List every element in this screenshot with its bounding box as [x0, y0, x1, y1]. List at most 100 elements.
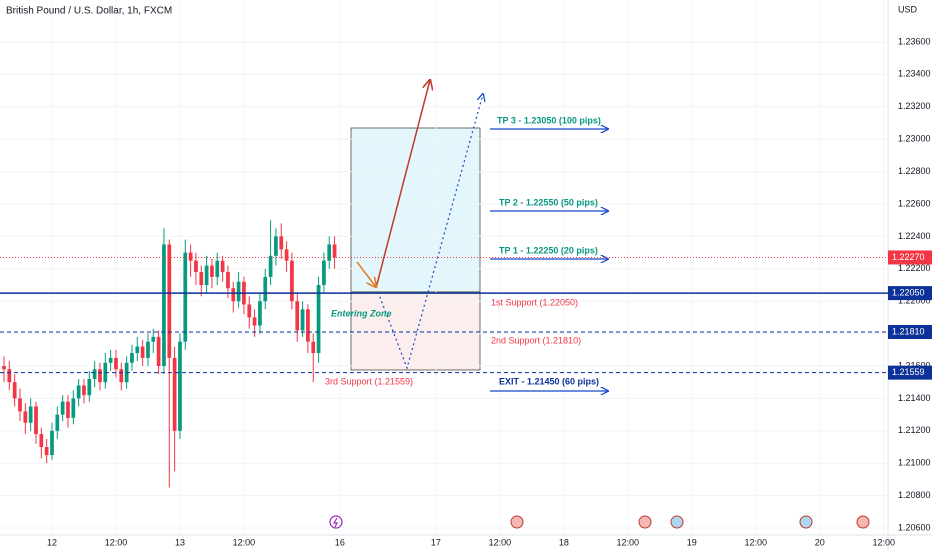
stop-zone [350, 291, 481, 371]
y-tick-label: 1.23600 [898, 36, 931, 46]
event-icon[interactable] [856, 515, 870, 529]
price-tag [888, 365, 932, 380]
candle-body [44, 447, 49, 456]
axis-unit: USD [898, 4, 918, 14]
candle-body [87, 378, 92, 396]
y-tick-label: 1.23400 [898, 69, 931, 79]
candle-body [156, 336, 161, 367]
candle-body [55, 414, 60, 431]
annotation: TP 1 - 1.22250 (20 pips) [499, 245, 598, 255]
candle-body [231, 288, 236, 302]
x-tick-label: 12:00 [872, 537, 895, 547]
candle-body [66, 401, 70, 418]
y-tick-label: 1.21200 [898, 425, 931, 435]
event-icon[interactable] [670, 515, 684, 529]
y-tick-label: 1.22200 [898, 263, 931, 273]
candle-body [151, 336, 156, 342]
x-tick-label: 12:00 [233, 537, 256, 547]
x-tick-label: 12 [47, 537, 57, 547]
y-tick-label: 1.22000 [898, 296, 931, 306]
candle-body [300, 309, 305, 331]
candle-body [82, 385, 86, 396]
candle-body [274, 236, 278, 256]
candle-body [18, 398, 22, 412]
candle-body [76, 385, 81, 399]
candle-body [178, 341, 182, 431]
annotation: Entering Zone [331, 308, 392, 318]
x-tick-label: 19 [687, 537, 697, 547]
price-tag-label: 1.22270 [892, 252, 925, 262]
candle-body [140, 346, 145, 358]
up-arrow [375, 80, 430, 289]
event-icon [332, 517, 338, 528]
price-tag-label: 1.21559 [892, 367, 925, 377]
candle-body [311, 341, 316, 354]
candle-body [92, 369, 97, 379]
y-tick-label: 1.21400 [898, 393, 931, 403]
candle-body [258, 301, 262, 326]
y-tick-label: 1.23000 [898, 134, 931, 144]
candle-body [2, 366, 6, 370]
x-tick-label: 16 [335, 537, 345, 547]
annotation: TP 2 - 1.22550 (50 pips) [499, 197, 598, 207]
candle-body [7, 369, 12, 383]
candle-body [247, 304, 252, 318]
candle-body [60, 401, 65, 415]
event-icon[interactable] [329, 515, 343, 529]
candle-body [162, 244, 166, 367]
candle-body [263, 276, 268, 302]
annotation: EXIT - 1.21450 (60 pips) [499, 376, 599, 386]
candle-body [50, 430, 54, 456]
candle-body [284, 249, 289, 261]
price-tag-label: 1.22050 [892, 287, 925, 297]
candle-body [210, 265, 214, 277]
candle-body [215, 260, 220, 277]
candles [2, 220, 337, 488]
candle-body [188, 252, 193, 261]
candle-body [135, 346, 140, 354]
candle-body [39, 434, 44, 448]
candle-body [119, 369, 124, 383]
candle-body [146, 341, 150, 358]
annotation: 1st Support (1.22050) [491, 297, 578, 307]
candle-body [295, 301, 300, 331]
candle-body [183, 252, 188, 342]
price-tag [888, 324, 932, 339]
candle-body [279, 236, 284, 250]
candle-body [268, 255, 273, 277]
candle-body [327, 244, 332, 261]
x-tick-label: 12:00 [745, 537, 768, 547]
candle-body [290, 260, 294, 302]
target-zone [350, 127, 481, 293]
candle-body [130, 353, 134, 363]
candle-body [28, 406, 33, 423]
candle-body [204, 265, 209, 285]
event-icon[interactable] [510, 515, 524, 529]
plot-area [0, 0, 888, 535]
y-tick-label: 1.20600 [898, 522, 931, 532]
candle-body [12, 382, 17, 399]
price-tag [888, 250, 932, 265]
x-tick-label: 13 [175, 537, 185, 547]
price-tag [888, 286, 932, 301]
candle-body [252, 317, 257, 326]
candle-body [23, 411, 28, 423]
y-tick-label: 1.21000 [898, 458, 931, 468]
event-icon[interactable] [799, 515, 813, 529]
y-tick-label: 1.20800 [898, 490, 931, 500]
price-tag-label: 1.21810 [892, 326, 925, 336]
candle-body [316, 284, 321, 354]
y-tick-label: 1.22400 [898, 231, 931, 241]
alt-path [377, 94, 483, 370]
x-tick-label: 18 [559, 537, 569, 547]
candle-body [236, 281, 241, 302]
candle-body [34, 406, 38, 435]
candle-body [220, 260, 225, 273]
y-tick-label: 1.22800 [898, 166, 931, 176]
x-tick-label: 12:00 [617, 537, 640, 547]
candle-body [172, 357, 177, 431]
y-tick-label: 1.23200 [898, 101, 931, 111]
event-icon[interactable] [638, 515, 652, 529]
